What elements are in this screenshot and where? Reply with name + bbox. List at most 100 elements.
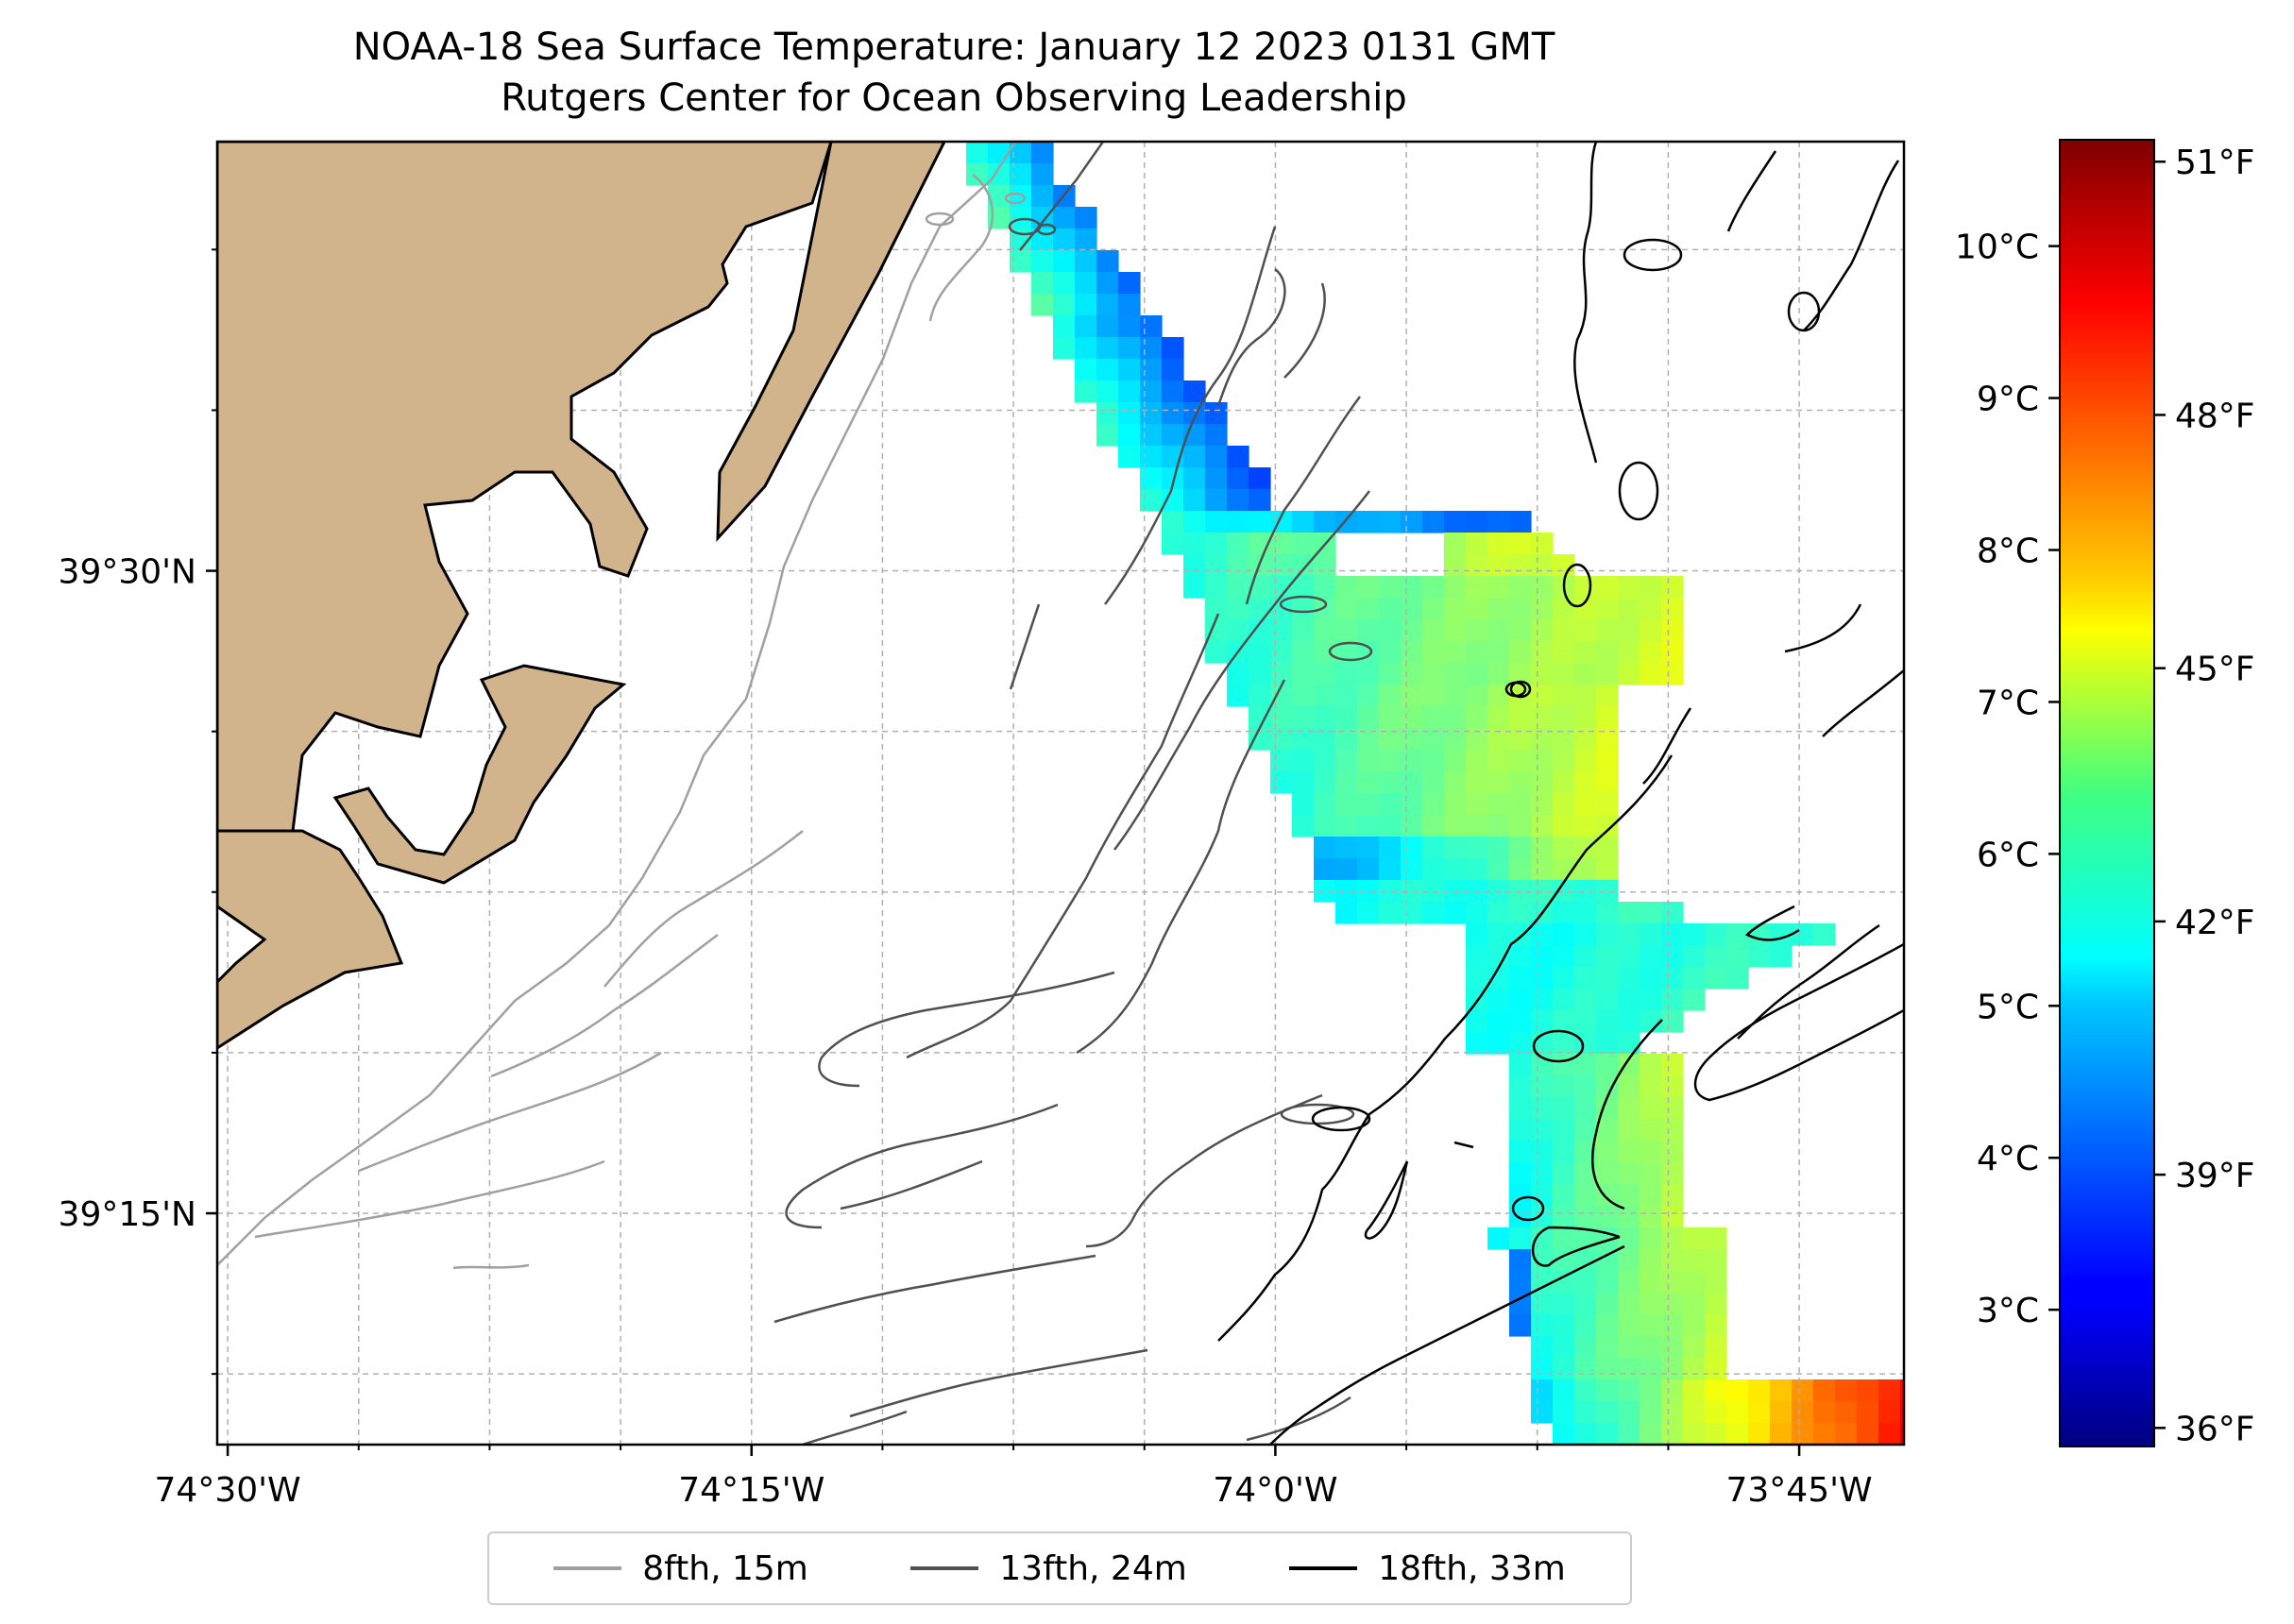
sst-pixel <box>1531 728 1554 751</box>
sst-pixel <box>1466 576 1488 599</box>
sst-pixel <box>1118 446 1141 468</box>
sst-pixel <box>1292 706 1315 729</box>
sst-pixel <box>1183 533 1206 555</box>
sst-pixel <box>1205 598 1228 620</box>
sst-pixel <box>1487 663 1510 685</box>
sst-pixel <box>1422 815 1445 837</box>
sst-pixel <box>1748 1379 1771 1402</box>
sst-pixel <box>1509 1184 1532 1207</box>
sst-pixel <box>1509 728 1532 751</box>
sst-raster <box>966 142 1904 1445</box>
sst-pixel <box>1162 467 1184 490</box>
sst-pixel <box>1292 576 1315 599</box>
sst-pixel <box>1792 923 1814 946</box>
sst-pixel <box>1661 1249 1684 1272</box>
sst-pixel <box>1574 1336 1597 1359</box>
sst-pixel <box>1509 1206 1532 1228</box>
sst-pixel <box>1574 663 1597 685</box>
sst-pixel <box>1075 359 1097 381</box>
sst-pixel <box>1640 1184 1662 1207</box>
sst-pixel <box>1227 685 1249 707</box>
sst-pixel <box>1531 1162 1554 1185</box>
sst-pixel <box>1553 1162 1575 1185</box>
sst-pixel <box>1466 967 1488 990</box>
sst-pixel <box>1661 1358 1684 1380</box>
gridlines <box>217 142 1904 1445</box>
sst-pixel <box>1357 706 1380 729</box>
sst-pixel <box>1140 424 1163 447</box>
sst-pixel <box>1183 511 1206 533</box>
sst-pixel <box>1205 402 1228 425</box>
sst-pixel <box>1509 793 1532 816</box>
sst-pixel <box>1379 706 1402 729</box>
isobath-legend: 8fth, 15m 13fth, 24m 18fth, 33m <box>487 1531 1632 1605</box>
sst-pixel <box>1705 923 1727 946</box>
sst-pixel <box>1379 576 1402 599</box>
sst-pixel <box>1010 250 1032 273</box>
sst-pixel <box>1487 771 1510 794</box>
sst-pixel <box>1596 1119 1619 1142</box>
sst-pixel <box>1335 728 1358 751</box>
sst-pixel <box>1661 967 1684 990</box>
sst-pixel <box>1357 771 1380 794</box>
colorbar-fahrenheit-label: 45°F <box>2175 651 2255 689</box>
sst-pixel <box>1335 750 1358 772</box>
sst-pixel <box>1596 1162 1619 1185</box>
sst-pixel <box>1379 837 1402 859</box>
sst-pixel <box>1357 880 1380 903</box>
colorbar-celsius-label: 6°C <box>1977 836 2039 874</box>
sst-pixel <box>1466 685 1488 707</box>
sst-pixel <box>1705 1249 1727 1272</box>
sst-pixel <box>1596 728 1619 751</box>
sst-pixel <box>1792 1401 1814 1424</box>
sst-pixel <box>1835 1379 1858 1402</box>
sst-pixel <box>1444 641 1467 664</box>
sst-pixel <box>1596 1075 1619 1098</box>
sst-pixel <box>1531 880 1554 903</box>
sst-pixel <box>1553 641 1575 664</box>
sst-pixel <box>1574 989 1597 1011</box>
sst-pixel <box>1075 381 1097 403</box>
sst-pixel <box>1640 1054 1662 1076</box>
sst-pixel <box>1314 728 1336 751</box>
sst-pixel <box>1249 663 1271 685</box>
sst-pixel <box>1596 1206 1619 1228</box>
sst-pixel <box>1379 511 1402 533</box>
sst-pixel <box>988 163 1011 186</box>
sst-pixel <box>1140 446 1163 468</box>
sst-pixel <box>1596 858 1619 881</box>
sst-pixel <box>1270 750 1293 772</box>
sst-pixel <box>1574 1293 1597 1315</box>
sst-pixel <box>1553 1271 1575 1294</box>
sst-pixel <box>1553 1314 1575 1337</box>
sst-pixel <box>1379 685 1402 707</box>
sst-pixel <box>1509 1162 1532 1185</box>
sst-pixel <box>1466 533 1488 555</box>
legend-label-24m: 13fth, 24m <box>999 1548 1187 1588</box>
colorbar-celsius-label: 4°C <box>1977 1140 2039 1178</box>
sst-pixel <box>1640 1075 1662 1098</box>
sst-pixel <box>1618 1423 1640 1445</box>
sst-pixel <box>1292 685 1315 707</box>
sst-pixel <box>1162 489 1184 512</box>
sst-pixel <box>1553 837 1575 859</box>
sst-pixel <box>1661 1097 1684 1120</box>
sst-pixel <box>1726 1379 1749 1402</box>
sst-pixel <box>1726 1401 1749 1424</box>
sst-pixel <box>1162 533 1184 555</box>
sst-pixel <box>1205 467 1228 490</box>
sst-pixel <box>1466 641 1488 664</box>
sst-pixel <box>1444 837 1467 859</box>
sst-pixel <box>1553 1336 1575 1359</box>
sst-pixel <box>1640 1162 1662 1185</box>
sst-pixel <box>1683 1423 1706 1445</box>
sst-pixel <box>1661 1293 1684 1315</box>
sst-pixel <box>1335 663 1358 685</box>
sst-pixel <box>1618 1010 1640 1033</box>
sst-pixel <box>1661 1141 1684 1163</box>
sst-pixel <box>1031 272 1054 295</box>
sst-pixel <box>1487 880 1510 903</box>
legend-item-24m: 13fth, 24m <box>910 1549 1187 1588</box>
sst-pixel <box>1053 207 1076 229</box>
land-peninsula <box>332 664 627 885</box>
